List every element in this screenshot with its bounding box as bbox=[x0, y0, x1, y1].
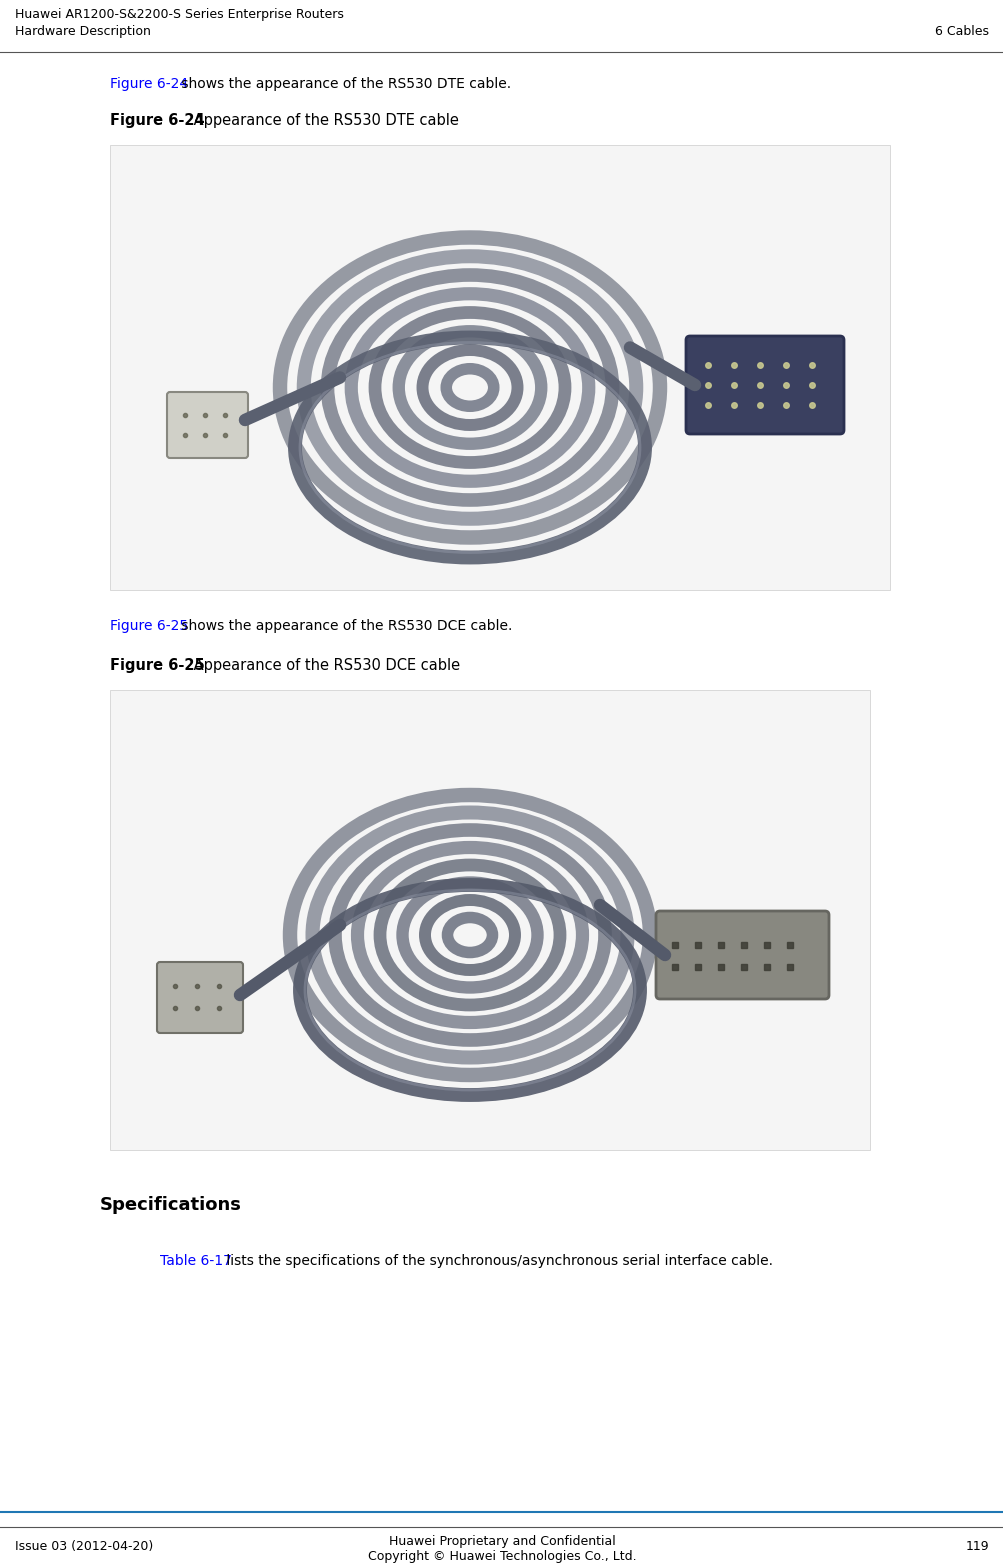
FancyBboxPatch shape bbox=[166, 392, 248, 458]
Text: shows the appearance of the RS530 DCE cable.: shows the appearance of the RS530 DCE ca… bbox=[177, 619, 512, 633]
Text: Huawei AR1200-S&2200-S Series Enterprise Routers: Huawei AR1200-S&2200-S Series Enterprise… bbox=[15, 8, 344, 20]
FancyBboxPatch shape bbox=[156, 962, 243, 1033]
Text: Copyright © Huawei Technologies Co., Ltd.: Copyright © Huawei Technologies Co., Ltd… bbox=[367, 1550, 636, 1562]
Text: Huawei Proprietary and Confidential: Huawei Proprietary and Confidential bbox=[388, 1536, 615, 1548]
Text: Hardware Description: Hardware Description bbox=[15, 25, 150, 38]
Text: Appearance of the RS530 DTE cable: Appearance of the RS530 DTE cable bbox=[189, 113, 458, 128]
Text: shows the appearance of the RS530 DTE cable.: shows the appearance of the RS530 DTE ca… bbox=[177, 77, 511, 91]
Text: Table 6-17: Table 6-17 bbox=[159, 1254, 232, 1268]
Text: 6 Cables: 6 Cables bbox=[934, 25, 988, 38]
Text: Figure 6-24: Figure 6-24 bbox=[110, 113, 205, 128]
Text: Issue 03 (2012-04-20): Issue 03 (2012-04-20) bbox=[15, 1540, 153, 1553]
Text: Appearance of the RS530 DCE cable: Appearance of the RS530 DCE cable bbox=[189, 658, 459, 672]
Text: lists the specifications of the synchronous/asynchronous serial interface cable.: lists the specifications of the synchron… bbox=[222, 1254, 772, 1268]
Text: Specifications: Specifications bbox=[100, 1196, 242, 1214]
Text: Figure 6-25: Figure 6-25 bbox=[110, 619, 188, 633]
Text: 119: 119 bbox=[965, 1540, 988, 1553]
Text: Figure 6-24: Figure 6-24 bbox=[110, 77, 188, 91]
FancyBboxPatch shape bbox=[655, 910, 828, 1000]
Text: Figure 6-25: Figure 6-25 bbox=[110, 658, 205, 672]
FancyBboxPatch shape bbox=[685, 335, 844, 434]
FancyBboxPatch shape bbox=[110, 146, 889, 591]
FancyBboxPatch shape bbox=[110, 689, 870, 1150]
